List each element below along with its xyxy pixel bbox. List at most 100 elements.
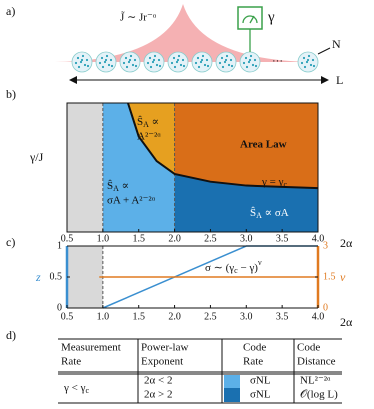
spin bbox=[129, 54, 133, 58]
table-header: Distance bbox=[297, 356, 336, 368]
spin bbox=[76, 56, 80, 60]
spin bbox=[155, 63, 159, 67]
panel-a: a) J̃ ∼ Jr⁻ᵅ ··· γ N L bbox=[6, 4, 343, 87]
spin bbox=[175, 60, 179, 64]
spin bbox=[251, 63, 255, 67]
x-tick-label: 4.0 bbox=[312, 311, 325, 322]
region-label: Area Law bbox=[240, 139, 287, 151]
spin bbox=[248, 58, 252, 62]
y2-tick-label: 0 bbox=[323, 302, 328, 313]
spin bbox=[79, 60, 83, 64]
spin bbox=[98, 61, 102, 65]
panel-label: a) bbox=[6, 4, 15, 18]
spin bbox=[307, 54, 311, 58]
spin bbox=[158, 64, 162, 68]
spin bbox=[172, 56, 176, 60]
spin bbox=[203, 63, 207, 67]
gauge-needle bbox=[249, 15, 255, 24]
x-tick-label: 0.5 bbox=[61, 233, 74, 244]
spin bbox=[206, 64, 210, 68]
critical-line bbox=[127, 102, 319, 190]
spin bbox=[153, 54, 157, 58]
frame bbox=[66, 102, 319, 233]
region-label: σA + A²⁻²ᵅ bbox=[107, 195, 156, 207]
spin bbox=[81, 54, 85, 58]
spin bbox=[181, 58, 185, 62]
spin bbox=[227, 63, 231, 67]
table-cell: σNL bbox=[250, 375, 271, 387]
x-tick-label: 3.5 bbox=[276, 233, 289, 244]
spin bbox=[229, 58, 233, 62]
spin bbox=[103, 60, 107, 64]
spin bbox=[122, 61, 126, 65]
spin bbox=[312, 64, 316, 68]
rate-label: γ bbox=[267, 9, 275, 25]
spin bbox=[196, 56, 200, 60]
spin bbox=[134, 64, 138, 68]
y-axis-label: z bbox=[35, 270, 41, 284]
spin bbox=[194, 61, 198, 65]
spin bbox=[125, 65, 129, 69]
annotation: σ ∼ (γc − γ)ν bbox=[205, 258, 262, 275]
spin bbox=[157, 58, 161, 62]
l-label: L bbox=[336, 73, 343, 87]
x-axis-label: 2α bbox=[340, 315, 353, 329]
y-tick-label: 0.5 bbox=[50, 271, 63, 282]
spin bbox=[101, 65, 105, 69]
ellipsis: ··· bbox=[272, 56, 283, 68]
x-tick-label: 0.5 bbox=[61, 311, 74, 322]
spin bbox=[86, 64, 90, 68]
spin bbox=[85, 58, 89, 62]
spin bbox=[149, 65, 153, 69]
spin bbox=[220, 56, 224, 60]
spin bbox=[303, 65, 307, 69]
critical-label: γ = γc bbox=[261, 176, 287, 189]
table-cell: σNL bbox=[250, 389, 271, 401]
spin bbox=[197, 65, 201, 69]
x-tick-label: 2.5 bbox=[204, 233, 217, 244]
table-header: Rate bbox=[61, 356, 81, 368]
table-header: Exponent bbox=[141, 356, 183, 368]
sites bbox=[71, 51, 319, 73]
spin bbox=[173, 65, 177, 69]
spin bbox=[182, 64, 186, 68]
spin bbox=[230, 64, 234, 68]
spin bbox=[146, 61, 150, 65]
x-tick-label: 1.5 bbox=[132, 311, 145, 322]
spin bbox=[223, 60, 227, 64]
table-header: Measurement bbox=[61, 342, 121, 354]
x-tick-label: 3.0 bbox=[240, 233, 253, 244]
y-tick-label: 0 bbox=[57, 302, 62, 313]
region-above bbox=[174, 103, 318, 189]
y-axis-label: γ/J bbox=[29, 150, 44, 164]
panel-label: d) bbox=[6, 328, 16, 342]
region-label: ŜA ∝ bbox=[107, 180, 129, 193]
spin bbox=[218, 61, 222, 65]
spin bbox=[309, 63, 313, 67]
spin bbox=[242, 61, 246, 65]
spin bbox=[305, 60, 309, 64]
x-tick-label: 1.0 bbox=[97, 311, 110, 322]
n-leader bbox=[317, 47, 331, 55]
spin bbox=[249, 54, 253, 58]
spin bbox=[247, 60, 251, 64]
spin bbox=[77, 65, 81, 69]
spin bbox=[148, 56, 152, 60]
table-cell: 2α < 2 bbox=[144, 375, 172, 387]
spin bbox=[179, 63, 183, 67]
n-label: N bbox=[332, 37, 341, 51]
x-tick-label: 3.0 bbox=[240, 311, 253, 322]
spin bbox=[104, 58, 108, 62]
spin bbox=[151, 60, 155, 64]
spin bbox=[244, 56, 248, 60]
x-tick-label: 2.0 bbox=[168, 233, 181, 244]
color-swatch bbox=[224, 388, 240, 402]
measurement-box bbox=[237, 6, 263, 30]
x-tick-label: 2.0 bbox=[168, 311, 181, 322]
spin bbox=[306, 58, 310, 62]
panel-c-labels: σ ∼ (γc − γ)ν bbox=[205, 258, 262, 275]
panel-label: b) bbox=[6, 87, 16, 101]
table-header: Code bbox=[297, 342, 320, 354]
spin bbox=[199, 60, 203, 64]
